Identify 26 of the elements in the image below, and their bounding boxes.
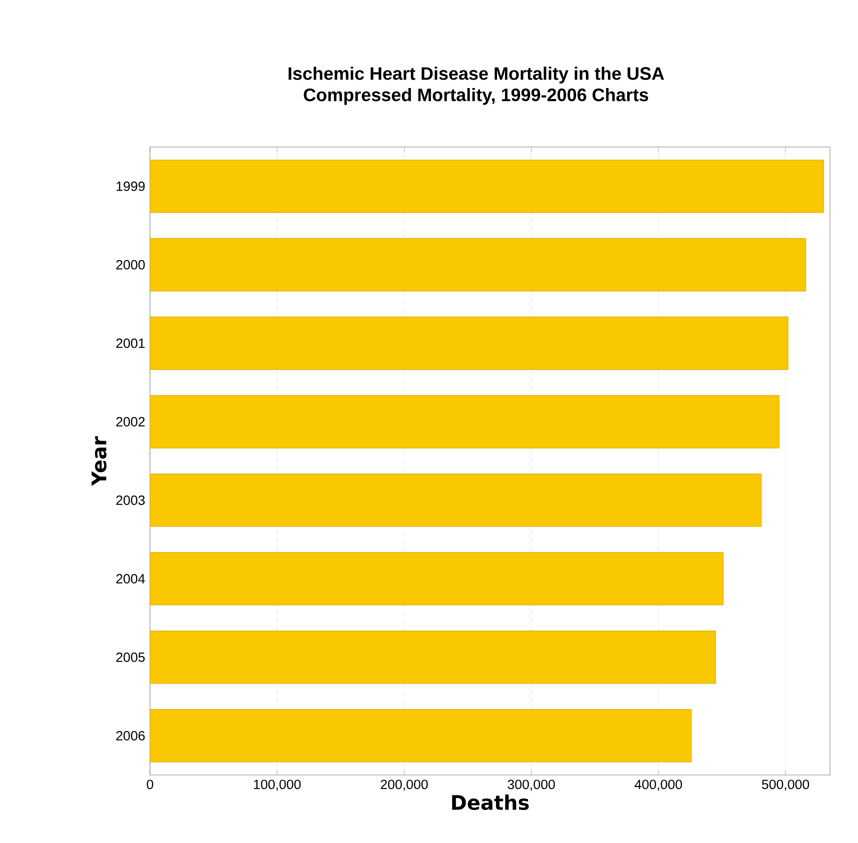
y-axis-title: Year xyxy=(92,436,106,486)
y-tick-label: 2004 xyxy=(116,574,145,584)
x-axis-title: Deaths xyxy=(452,794,529,810)
x-tick-label: 300,000 xyxy=(508,780,555,791)
chart-subtitle: Compressed Mortality, 1999-2006 Charts xyxy=(304,88,648,105)
x-tick-label: 200,000 xyxy=(380,780,428,791)
chart-title: Ischemic Heart Disease Mortality in the USA xyxy=(288,66,664,84)
x-tick-label: 400,000 xyxy=(634,780,682,791)
y-tick-label: 2005 xyxy=(116,652,145,662)
y-tick-label: 2002 xyxy=(116,417,145,426)
bar xyxy=(150,630,716,684)
bar xyxy=(150,238,806,292)
bar xyxy=(150,709,692,762)
x-tick-label: 500,000 xyxy=(762,780,810,791)
y-tick-label: 2000 xyxy=(116,260,145,270)
bar xyxy=(150,160,824,213)
x-tick-label: 100,000 xyxy=(254,780,301,791)
bar xyxy=(150,316,788,370)
bar xyxy=(150,474,762,527)
bar xyxy=(150,395,780,448)
y-tick-label: 2006 xyxy=(116,731,145,740)
y-tick-label: 2003 xyxy=(116,496,145,505)
x-tick-label: 0 xyxy=(146,780,154,790)
y-tick-label: 1999 xyxy=(116,182,145,191)
bar xyxy=(150,552,724,606)
y-tick-label: 2001 xyxy=(116,338,145,348)
